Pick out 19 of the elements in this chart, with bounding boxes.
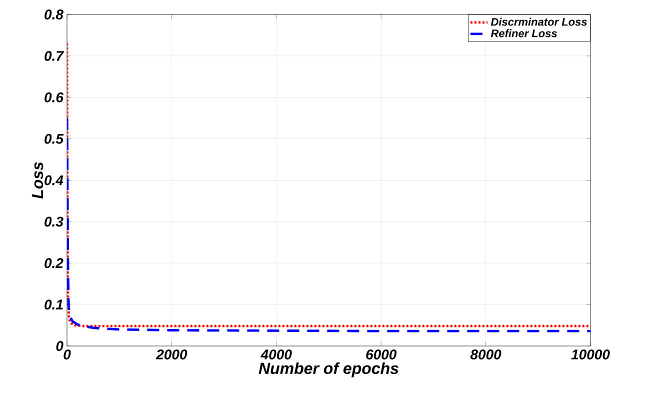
x-tick-label: 2000 [156,350,188,360]
x-tick-label: 10000 [571,350,610,360]
y-tick-label: 0.4 [44,175,64,186]
y-tick-label: 0.5 [44,134,64,144]
y-tick-label: 0.7 [44,50,64,61]
y-tick-label: 0.8 [44,10,64,20]
x-tick-label: 6000 [366,350,397,360]
y-tick-label: 0 [56,341,64,351]
x-axis-title: Number of epochs [258,362,398,378]
x-tick-label: 8000 [470,350,502,360]
legend-label: Discrminator Loss [490,18,587,26]
y-tick-label: 0.2 [44,258,64,268]
y-tick-label: 0.3 [44,216,64,227]
x-tick-label: 0 [64,350,71,360]
y-axis-title: Loss [32,162,44,199]
legend-label: Refiner Loss [490,29,557,38]
x-tick-label: 4000 [260,350,292,360]
y-tick-label: 0.6 [44,92,64,102]
y-tick-label: 0.1 [44,300,63,310]
